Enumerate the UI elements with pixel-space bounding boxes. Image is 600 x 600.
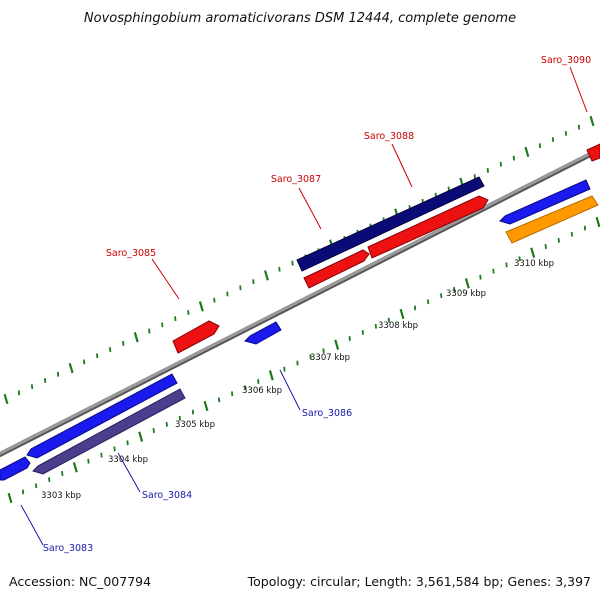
gene-saro-3086-feature[interactable] (244, 321, 282, 345)
gene-label-saro-3088: Saro_3088 (364, 131, 414, 142)
upper-tick-row (3, 115, 595, 405)
kbp-label: 3308 kbp (378, 321, 418, 331)
kbp-label: 3309 kbp (446, 289, 486, 299)
gene-saro-3084b-feature[interactable] (32, 388, 186, 475)
gene-saro-3087b-feature[interactable] (303, 249, 370, 289)
gene-saro-3087-feature[interactable] (296, 176, 485, 272)
top-callouts (151, 66, 588, 300)
major-tick (263, 270, 269, 281)
kbp-label: 3306 kbp (242, 386, 282, 396)
major-tick (399, 308, 405, 320)
kbp-label: 3307 kbp (310, 353, 350, 363)
major-tick (138, 431, 144, 442)
map-title: Novosphingobium aromaticivorans DSM 1244… (84, 11, 516, 26)
kbp-label: 3303 kbp (41, 491, 81, 501)
gene-saro-3084-feature[interactable] (26, 373, 178, 459)
gene-label-saro-3086: Saro_3086 (302, 408, 352, 419)
kbp-label: 3310 kbp (514, 259, 554, 269)
kbp-label: 3305 kbp (175, 420, 215, 430)
gene-saro-3088-feature[interactable] (367, 195, 489, 259)
bottom-callouts (20, 369, 301, 546)
major-tick (7, 492, 13, 504)
accession-text: Accession: NC_007794 (9, 574, 151, 589)
lower-tick-row (7, 216, 600, 504)
major-tick (595, 216, 600, 228)
major-tick (524, 146, 530, 158)
topology-text: Topology: circular; Length: 3,561,584 bp… (247, 574, 591, 589)
gene-saro-3085-feature[interactable] (172, 320, 220, 354)
gene-saro-3090-feature[interactable] (586, 143, 600, 162)
major-tick (72, 462, 78, 473)
gene-reverse-3089-feature[interactable] (499, 179, 591, 225)
gene-saro-3083-feature[interactable] (0, 456, 31, 481)
major-tick (334, 339, 340, 350)
gene-label-saro-3090: Saro_3090 (541, 55, 591, 66)
gene-label-saro-3083: Saro_3083 (43, 543, 93, 554)
major-tick (464, 278, 470, 289)
major-tick (133, 332, 139, 343)
major-tick (198, 301, 204, 312)
gene-label-saro-3085: Saro_3085 (106, 248, 156, 259)
major-tick (203, 400, 209, 412)
major-tick (268, 370, 274, 381)
kbp-label: 3304 kbp (108, 455, 148, 465)
gene-label-saro-3087: Saro_3087 (271, 174, 321, 185)
major-tick (3, 393, 9, 405)
gene-label-saro-3084: Saro_3084 (142, 490, 192, 501)
major-tick (68, 362, 74, 374)
genome-backbone (0, 146, 600, 458)
major-tick (589, 115, 595, 127)
gene-orange-feature[interactable] (505, 195, 599, 244)
major-tick (530, 247, 536, 258)
